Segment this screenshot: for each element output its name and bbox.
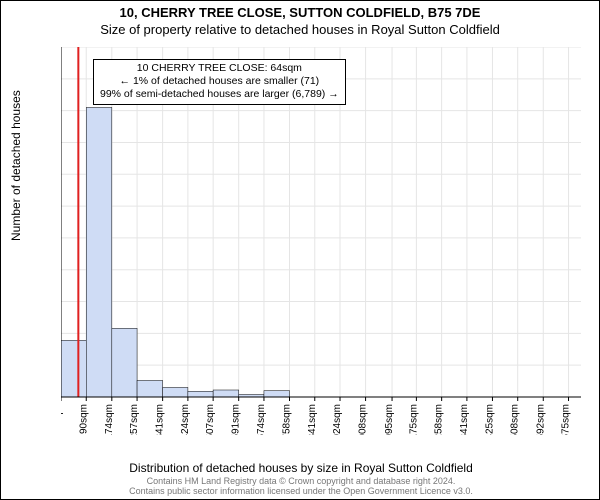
svg-text:1425sqm: 1425sqm <box>484 404 495 435</box>
svg-text:1258sqm: 1258sqm <box>434 404 445 435</box>
histogram-bar <box>264 391 290 397</box>
svg-text:7sqm: 7sqm <box>61 404 64 428</box>
svg-text:424sqm: 424sqm <box>180 404 191 435</box>
svg-text:924sqm: 924sqm <box>332 404 343 435</box>
annotation-line1: 10 CHERRY TREE CLOSE: 64sqm <box>100 62 339 75</box>
svg-text:1095sqm: 1095sqm <box>384 404 395 435</box>
svg-text:841sqm: 841sqm <box>307 404 318 435</box>
x-axis-label: Distribution of detached houses by size … <box>1 461 600 475</box>
svg-text:674sqm: 674sqm <box>256 404 267 435</box>
histogram-bar <box>137 380 163 397</box>
svg-text:1175sqm: 1175sqm <box>408 404 419 435</box>
svg-text:591sqm: 591sqm <box>231 404 242 435</box>
svg-text:1341sqm: 1341sqm <box>459 404 470 435</box>
annotation-line3: 99% of semi-detached houses are larger (… <box>100 88 339 101</box>
plot-area: 0500100015002000250030003500400045005000… <box>61 47 581 435</box>
histogram-bar <box>112 328 137 397</box>
svg-text:1008sqm: 1008sqm <box>358 404 369 435</box>
x-ticks: 7sqm 90sqm 174sqm 257sqm 341sqm 424sqm 507sqm 5… <box>61 397 572 435</box>
histogram-bar <box>188 391 213 397</box>
svg-text:1675sqm: 1675sqm <box>561 404 572 435</box>
svg-text:1508sqm: 1508sqm <box>510 404 521 435</box>
histogram-bar <box>86 107 112 397</box>
chart-title1: 10, CHERRY TREE CLOSE, SUTTON COLDFIELD,… <box>1 1 599 20</box>
svg-text:174sqm: 174sqm <box>104 404 115 435</box>
histogram-bar <box>213 390 239 397</box>
footer-note: Contains HM Land Registry data © Crown c… <box>1 476 600 496</box>
svg-text:758sqm: 758sqm <box>282 404 293 435</box>
svg-text:90sqm: 90sqm <box>78 404 89 434</box>
chart-title2: Size of property relative to detached ho… <box>1 20 599 37</box>
annotation-line2: ← 1% of detached houses are smaller (71) <box>100 75 339 88</box>
svg-text:1592sqm: 1592sqm <box>535 404 546 435</box>
histogram-bar <box>163 387 188 397</box>
bars <box>61 107 290 397</box>
histogram-bar <box>61 340 86 397</box>
annotation-box: 10 CHERRY TREE CLOSE: 64sqm ← 1% of deta… <box>93 59 346 105</box>
chart-container: 10, CHERRY TREE CLOSE, SUTTON COLDFIELD,… <box>0 0 600 500</box>
svg-text:257sqm: 257sqm <box>129 404 140 435</box>
svg-text:507sqm: 507sqm <box>205 404 216 435</box>
svg-text:341sqm: 341sqm <box>155 404 166 435</box>
